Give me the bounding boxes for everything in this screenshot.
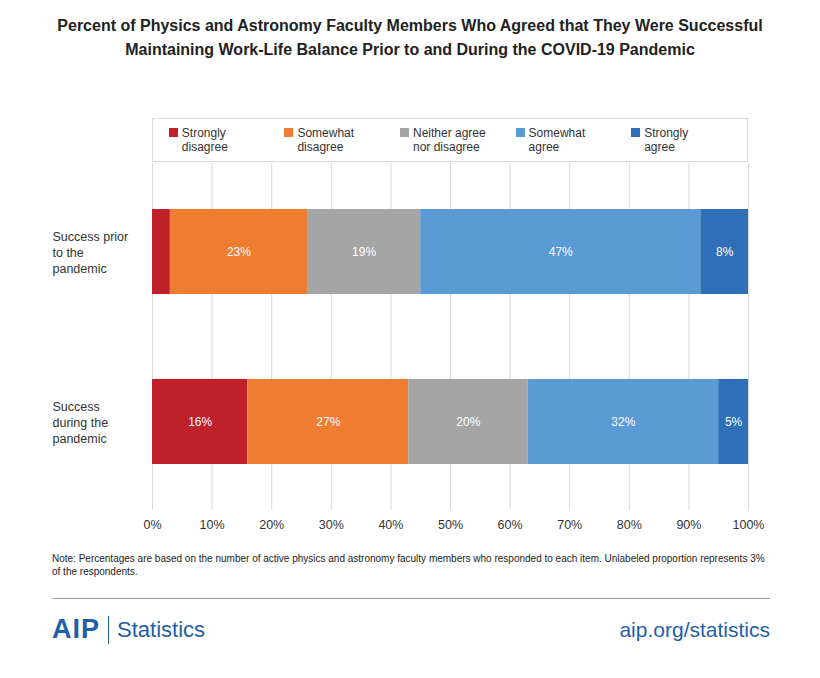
svg-text:Success priorto thepandemic: Success priorto thepandemic [53,230,129,275]
svg-text:0%: 0% [143,518,161,532]
svg-text:70%: 70% [557,518,582,532]
html-text:Percent of Physics and Astrono: Percent of Physics and Astronomy Faculty… [57,17,763,58]
html-text:Somewhat disagree: Somewhat disagree [297,126,355,154]
svg-text:16%: 16% [188,415,212,429]
html-text:Strongly agree: Strongly agree [644,126,689,154]
svg-text:5%: 5% [725,415,743,429]
html-text:Strongly disagree: Strongly disagree [181,126,228,154]
svg-text:20%: 20% [259,518,284,532]
svg-text:20%: 20% [456,415,480,429]
svg-text:Successduring thepandemic: Successduring thepandemic [53,400,109,445]
svg-text:32%: 32% [611,415,635,429]
svg-text:100%: 100% [733,518,765,532]
html-text:Statistics: Statistics [117,616,205,642]
svg-text:23%: 23% [227,245,251,259]
svg-text:27%: 27% [316,415,340,429]
html-text:Note: Percentages are based on: Note: Percentages are based on the numbe… [52,553,765,577]
html-text:AIP: AIP [52,614,100,644]
html-text:Somewhat agree: Somewhat agree [528,126,586,154]
svg-text:19%: 19% [352,245,376,259]
html-text:aip.org/statistics: aip.org/statistics [619,618,770,641]
svg-text:60%: 60% [498,518,523,532]
svg-text:8%: 8% [716,245,734,259]
svg-text:47%: 47% [549,245,573,259]
html-text:Neither agree nor disagree: Neither agree nor disagree [413,126,486,154]
svg-text:80%: 80% [617,518,642,532]
svg-text:40%: 40% [378,518,403,532]
svg-text:10%: 10% [200,518,225,532]
svg-text:90%: 90% [676,518,701,532]
svg-text:50%: 50% [438,518,463,532]
svg-text:30%: 30% [319,518,344,532]
